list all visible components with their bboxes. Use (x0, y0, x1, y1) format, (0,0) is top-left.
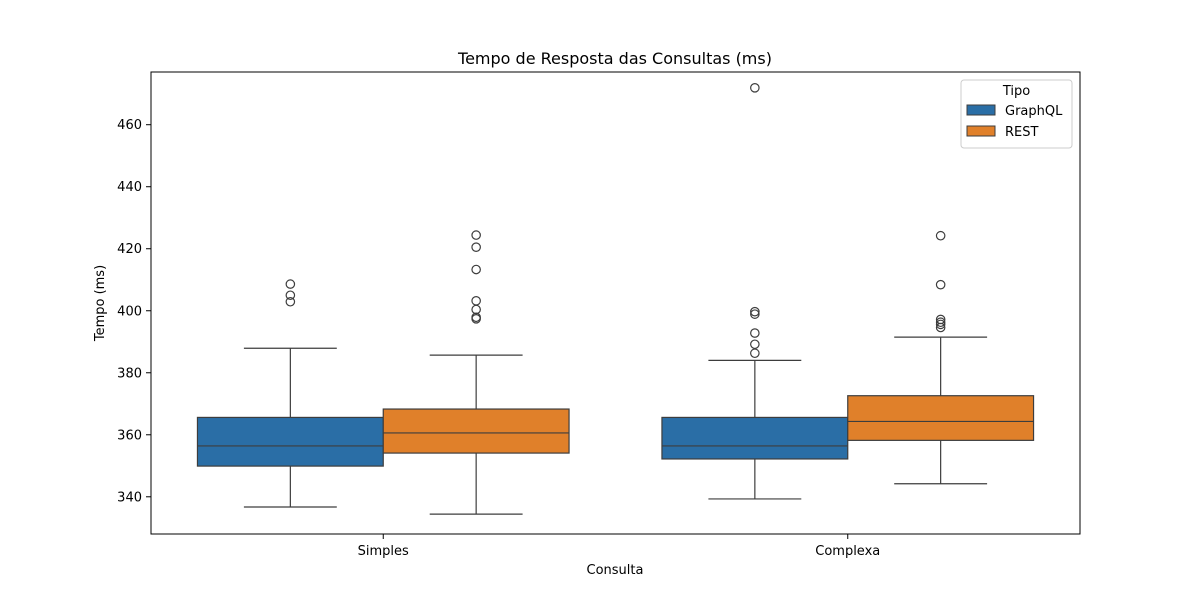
y-tick-label: 340 (117, 490, 142, 505)
outlier-point (285, 296, 296, 307)
outlier-point (750, 348, 760, 359)
y-tick-label: 360 (117, 428, 142, 443)
legend-swatch-rest (966, 125, 996, 137)
box-iqr (847, 395, 1035, 441)
y-tick-label: 440 (117, 180, 142, 195)
outlier-point (471, 230, 481, 240)
outlier-point (750, 328, 760, 338)
x-tick-label: Complexa (815, 544, 880, 559)
legend-title: Tipo (1002, 84, 1030, 99)
outlier-point (750, 83, 760, 93)
y-tick-label: 380 (117, 366, 142, 381)
box-iqr (382, 408, 570, 454)
legend-label-rest: REST (1005, 125, 1038, 140)
box-iqr (661, 416, 849, 460)
outlier-point (285, 279, 296, 289)
outlier-point (471, 304, 481, 315)
outlier-point (750, 339, 760, 350)
legend-label-graphql: GraphQL (1005, 104, 1063, 119)
x-tick-label: Simples (358, 544, 409, 559)
outlier-point (471, 264, 481, 275)
chart-title: Tempo de Resposta das Consultas (ms) (457, 49, 772, 68)
box-rest-simples (382, 230, 570, 515)
box-rest-complexa (847, 230, 1035, 485)
y-axis-label: Tempo (ms) (93, 265, 108, 342)
outlier-point (935, 279, 946, 290)
y-tick-label: 420 (117, 242, 142, 257)
box-graphql-complexa (661, 83, 849, 500)
outlier-point (471, 312, 481, 323)
outlier-point (750, 309, 760, 319)
box-graphql-simples (196, 279, 384, 508)
outlier-point (471, 296, 481, 306)
outlier-point (750, 306, 760, 317)
plot-frame (150, 71, 1081, 535)
x-axis-label: Consulta (587, 563, 644, 578)
legend: Tipo GraphQL REST (960, 79, 1073, 149)
outlier-point (935, 314, 946, 325)
outlier-point (285, 290, 296, 301)
outlier-point (935, 317, 946, 328)
y-tick-label: 400 (117, 304, 142, 319)
outlier-point (471, 242, 481, 252)
box-iqr (196, 416, 384, 467)
legend-swatch-graphql (966, 104, 996, 116)
plot-area: 340 360 380 400 420 440 460 Simples Complexa (117, 71, 1081, 559)
outlier-point (935, 230, 946, 241)
y-tick-label: 460 (117, 118, 142, 133)
